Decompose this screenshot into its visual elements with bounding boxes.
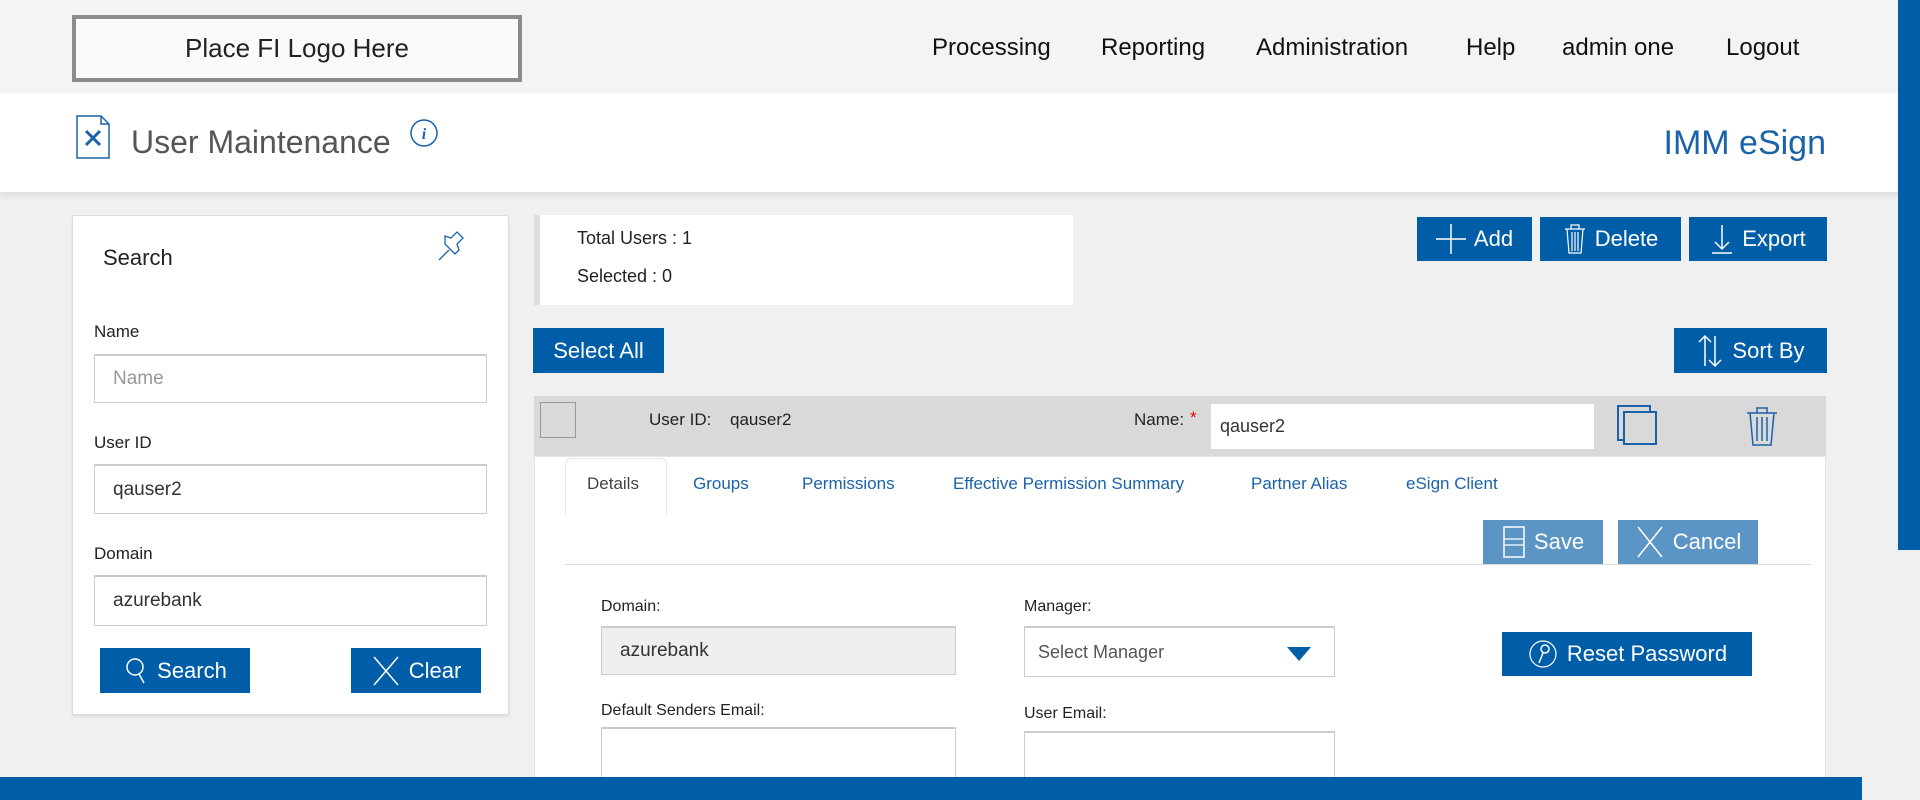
nav-reporting[interactable]: Reporting — [1101, 34, 1206, 61]
name-input[interactable]: Name — [94, 354, 487, 403]
name-row-label: Name: — [1134, 410, 1185, 429]
sort-by-button[interactable]: Sort By — [1674, 328, 1827, 373]
clear-button-label: Clear — [408, 657, 462, 683]
nav-help[interactable]: Help — [1466, 34, 1516, 61]
reset-password-button[interactable]: Reset Password — [1502, 632, 1752, 676]
pin-icon[interactable] — [433, 228, 469, 264]
product-name: IMM eSign — [1663, 124, 1827, 162]
save-label: Save — [1533, 529, 1585, 554]
userid-row-value: qauser2 — [730, 410, 792, 429]
delete-button[interactable]: Delete — [1540, 217, 1681, 261]
select-all-button[interactable]: Select All — [533, 328, 664, 373]
required-marker: * — [1190, 408, 1197, 427]
clear-button[interactable]: Clear — [351, 648, 481, 693]
user-row-header — [534, 396, 1826, 456]
nav-processing[interactable]: Processing — [932, 34, 1051, 61]
cancel-button[interactable]: Cancel — [1618, 520, 1758, 564]
manager-select[interactable]: Select Manager — [1024, 626, 1335, 677]
key-icon — [1529, 640, 1557, 668]
sort-by-label: Sort By — [1732, 337, 1805, 363]
nav-logout[interactable]: Logout — [1726, 34, 1800, 61]
domain-input[interactable]: azurebank — [94, 575, 487, 626]
reset-password-label: Reset Password — [1566, 641, 1728, 666]
info-icon[interactable]: i — [409, 118, 439, 148]
userid-input[interactable]: qauser2 — [94, 464, 487, 514]
delete-label: Delete — [1594, 226, 1659, 251]
tab-details-bg — [565, 458, 667, 514]
nav-user-menu[interactable]: admin one — [1562, 34, 1675, 61]
divider — [565, 564, 1811, 565]
tab-esign-client[interactable]: eSign Client — [1406, 474, 1498, 493]
total-users: Total Users : 1 — [577, 228, 693, 248]
user-name-input[interactable]: qauser2 — [1211, 404, 1594, 449]
name-label: Name — [94, 322, 140, 341]
nav-administration[interactable]: Administration — [1256, 34, 1409, 61]
tab-effective-permission-summary[interactable]: Effective Permission Summary — [953, 474, 1185, 493]
footer-bar — [0, 777, 1862, 800]
senders-email-label: Default Senders Email: — [601, 702, 765, 719]
tab-details[interactable]: Details — [587, 474, 639, 493]
export-label: Export — [1742, 226, 1806, 251]
selected-count: Selected : 0 — [577, 266, 673, 286]
close-icon — [373, 656, 399, 685]
page-title: User Maintenance — [131, 124, 391, 160]
userid-label: User ID — [94, 433, 152, 452]
export-button[interactable]: Export — [1689, 217, 1827, 261]
add-label: Add — [1473, 226, 1514, 251]
chevron-down-icon — [1287, 647, 1311, 661]
tab-partner-alias[interactable]: Partner Alias — [1251, 474, 1348, 493]
user-maintenance-icon — [76, 115, 110, 159]
delete-row-icon[interactable] — [1745, 405, 1779, 447]
tab-groups[interactable]: Groups — [693, 474, 749, 493]
scrollbar[interactable] — [1898, 0, 1920, 550]
save-icon — [1503, 526, 1525, 558]
logo-placeholder: Place FI Logo Here — [72, 15, 522, 82]
trash-icon — [1564, 224, 1585, 254]
search-panel-title: Search — [103, 245, 173, 270]
save-button[interactable]: Save — [1483, 520, 1603, 564]
domain-detail-label: Domain: — [601, 598, 661, 615]
domain-detail-input: azurebank — [601, 626, 956, 675]
svg-text:i: i — [422, 126, 427, 143]
user-stats — [534, 215, 1073, 305]
user-email-label: User Email: — [1024, 705, 1107, 722]
search-button[interactable]: Search — [100, 648, 250, 693]
search-button-label: Search — [157, 657, 227, 683]
domain-label: Domain — [94, 544, 153, 563]
copy-icon[interactable] — [1616, 404, 1658, 446]
plus-icon — [1435, 224, 1466, 254]
manager-select-value: Select Manager — [1038, 641, 1165, 662]
close-icon — [1637, 526, 1663, 558]
row-checkbox[interactable] — [540, 402, 576, 438]
manager-label: Manager: — [1024, 598, 1092, 615]
tab-permissions[interactable]: Permissions — [802, 474, 895, 493]
userid-row-label: User ID: — [649, 410, 712, 429]
cancel-label: Cancel — [1672, 529, 1742, 554]
add-button[interactable]: Add — [1417, 217, 1532, 261]
page-header — [0, 93, 1898, 192]
download-icon — [1712, 225, 1733, 254]
search-icon — [126, 657, 145, 683]
sort-icon — [1698, 334, 1722, 367]
